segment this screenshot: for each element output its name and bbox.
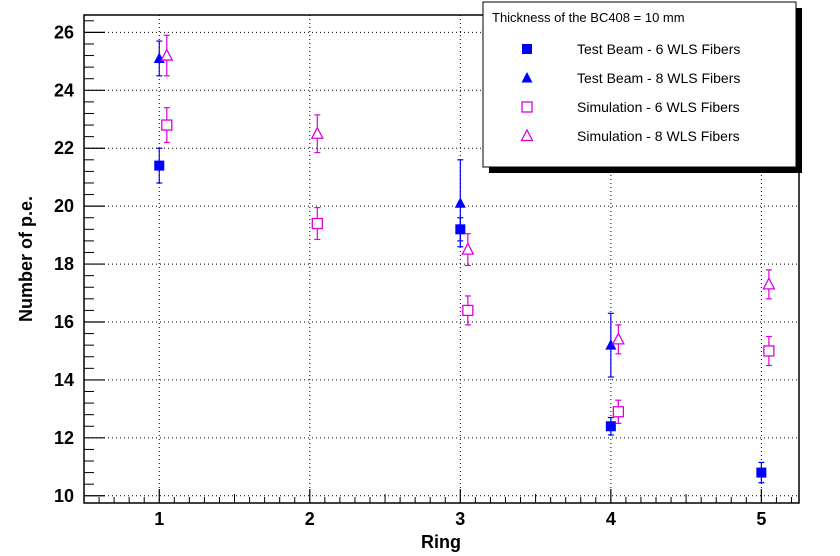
data-points: [153, 34, 776, 484]
x-tick-label: 3: [455, 509, 465, 529]
y-tick-label: 18: [54, 254, 74, 274]
legend-entry: Test Beam - 8 WLS Fibers: [521, 70, 740, 86]
y-tick-label: 16: [54, 312, 74, 332]
legend-label: Test Beam - 6 WLS Fibers: [577, 41, 740, 57]
data-point: [605, 339, 617, 350]
legend-marker: [521, 101, 533, 113]
legend-entry: Simulation - 6 WLS Fibers: [521, 99, 740, 115]
series-2: [153, 40, 617, 378]
x-tick-label: 2: [305, 509, 315, 529]
legend-box: [482, 1, 797, 168]
x-tick-label: 5: [756, 509, 766, 529]
data-point: [311, 217, 323, 230]
legend-marker: [522, 44, 532, 54]
data-point: [161, 119, 173, 131]
data-point: [762, 276, 776, 290]
y-tick-label: 26: [54, 22, 74, 42]
x-tick-label: 1: [154, 509, 164, 529]
series-4: [160, 34, 776, 355]
legend-label: Test Beam - 8 WLS Fibers: [577, 70, 740, 86]
data-point: [160, 48, 174, 61]
legend-entries: Test Beam - 6 WLS Fibers Test Beam - 8 WL…: [520, 41, 740, 144]
legend-marker: [521, 72, 533, 83]
data-point: [454, 197, 466, 208]
y-axis-title: Number of p.e.: [16, 196, 36, 322]
legend-marker: [520, 128, 534, 142]
data-point: [611, 331, 625, 345]
y-tick-label: 24: [54, 80, 74, 100]
legend-entry: Test Beam - 6 WLS Fibers: [522, 41, 740, 57]
data-point: [462, 304, 474, 317]
x-axis-title: Ring: [421, 532, 461, 552]
legend: Thickness of the BC408 = 10 mm Test Beam…: [482, 1, 802, 173]
plot-frame: [83, 14, 800, 504]
legend-header: Thickness of the BC408 = 10 mm: [492, 10, 685, 25]
y-tick-label: 10: [54, 486, 74, 506]
grid: [84, 15, 799, 503]
legend-label: Simulation - 8 WLS Fibers: [577, 128, 740, 144]
y-tick-labels: 10 12 14 16 18 20 22 24 26: [54, 22, 74, 505]
axis-ticks: [83, 20, 792, 503]
data-point: [154, 160, 165, 171]
legend-entry: Simulation - 8 WLS Fibers: [520, 128, 740, 144]
data-point: [612, 406, 625, 418]
data-point: [756, 467, 767, 478]
y-tick-label: 22: [54, 138, 74, 158]
y-tick-label: 20: [54, 196, 74, 216]
y-tick-label: 14: [54, 370, 74, 390]
x-tick-label: 4: [606, 509, 616, 529]
data-point: [461, 242, 475, 255]
x-tick-labels: 1 2 3 4 5: [154, 509, 766, 529]
legend-label: Simulation - 6 WLS Fibers: [577, 99, 740, 115]
data-point: [605, 421, 616, 432]
y-tick-label: 12: [54, 428, 74, 448]
series-3: [161, 107, 775, 424]
data-point: [310, 126, 324, 139]
data-point: [763, 345, 775, 357]
